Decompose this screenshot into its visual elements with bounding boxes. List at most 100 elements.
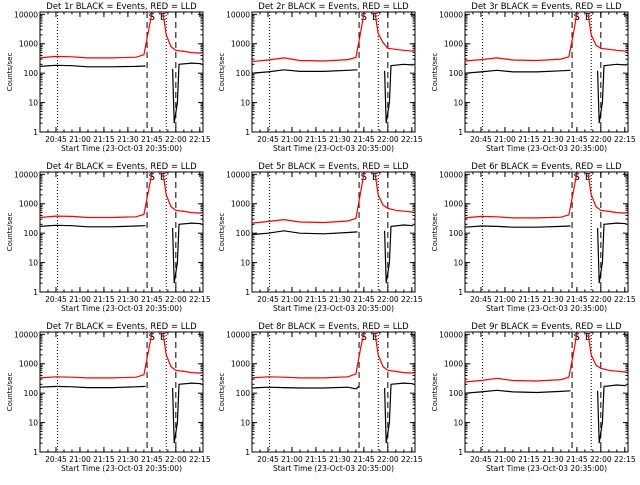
lld-series-line — [587, 173, 627, 214]
y-tick-label: 10 — [28, 99, 38, 108]
plot-frame — [464, 171, 629, 293]
y-axis-label: Counts/sec — [431, 53, 439, 92]
y-tick-label: 10000 — [439, 10, 463, 19]
y-tick-label: 1 — [458, 128, 463, 137]
x-tick-label: 21:45 — [353, 455, 375, 464]
y-tick-label: 10 — [240, 259, 250, 268]
x-axis-label: Start Time (23-Oct-03 20:35:00) — [61, 464, 182, 473]
events-series-line — [172, 222, 202, 284]
x-tick-label: 20:45 — [470, 135, 492, 144]
y-axis-label: Counts/sec — [218, 53, 226, 92]
y-axis-label: Counts/sec — [431, 373, 439, 412]
x-axis-label: Start Time (23-Oct-03 20:35:00) — [273, 304, 394, 313]
y-axis-label: Counts/sec — [6, 373, 14, 412]
x-tick-label: 20:45 — [45, 135, 67, 144]
lld-series-line — [464, 172, 578, 219]
plot-frame — [39, 171, 204, 293]
x-tick-label: 21:15 — [93, 135, 115, 144]
x-tick-label: 21:30 — [542, 295, 564, 304]
x-tick-label: 21:45 — [566, 135, 588, 144]
x-tick-label: 21:30 — [117, 455, 139, 464]
y-tick-label: 10 — [453, 99, 463, 108]
y-axis-label: Counts/sec — [218, 373, 226, 412]
x-tick-label: 22:00 — [377, 295, 399, 304]
lld-series-line — [39, 12, 153, 59]
marker-s: S — [574, 332, 580, 343]
panel-title: Det 8r BLACK = Events, RED = LLD — [258, 322, 409, 332]
marker-s: S — [361, 12, 367, 23]
x-tick-label: 21:00 — [494, 135, 516, 144]
events-series-line — [251, 230, 358, 236]
x-axis-label: Start Time (23-Oct-03 20:35:00) — [486, 144, 607, 153]
plot-frame — [39, 11, 204, 133]
x-tick-label: 21:00 — [281, 295, 303, 304]
y-tick-label: 100 — [24, 389, 39, 398]
y-tick-label: 100 — [236, 229, 251, 238]
x-tick-label: 22:00 — [165, 135, 187, 144]
events-series-line — [39, 64, 146, 68]
x-tick-label: 20:45 — [45, 295, 67, 304]
x-tick-label: 21:00 — [281, 135, 303, 144]
y-tick-label: 100 — [236, 69, 251, 78]
y-tick-label: 1 — [245, 288, 250, 297]
lld-series-line — [464, 12, 578, 62]
chart-panel-2: Det 2r BLACK = Events, RED = LLD 1 10 100 10… — [218, 2, 423, 153]
x-tick-label: 22:15 — [614, 135, 636, 144]
y-tick-label: 10000 — [14, 10, 38, 19]
x-tick-label: 21:15 — [93, 455, 115, 464]
y-tick-label: 10 — [28, 419, 38, 428]
y-axis-label: Counts/sec — [6, 213, 14, 252]
x-tick-label: 21:00 — [69, 455, 91, 464]
lld-series-line — [374, 333, 414, 374]
y-tick-label: 10000 — [226, 170, 250, 179]
panel-title: Det 2r BLACK = Events, RED = LLD — [258, 2, 409, 12]
x-tick-label: 22:15 — [614, 455, 636, 464]
events-series-line — [384, 224, 414, 284]
chart-panel-7: Det 7r BLACK = Events, RED = LLD 1 10 100 10… — [6, 322, 211, 473]
y-axis-label: Counts/sec — [218, 213, 226, 252]
lld-series-line — [374, 173, 414, 213]
panel-title: Det 9r BLACK = Events, RED = LLD — [471, 322, 622, 332]
y-tick-label: 1 — [33, 128, 38, 137]
x-tick-label: 21:15 — [518, 295, 540, 304]
y-tick-label: 10 — [240, 99, 250, 108]
x-tick-label: 21:45 — [566, 455, 588, 464]
x-tick-label: 22:15 — [401, 455, 423, 464]
x-tick-label: 21:00 — [494, 295, 516, 304]
events-series-line — [384, 63, 414, 124]
plot-frame — [464, 331, 629, 453]
events-series-line — [597, 63, 627, 124]
panel-title: Det 3r BLACK = Events, RED = LLD — [471, 2, 622, 12]
x-tick-label: 21:15 — [305, 135, 327, 144]
plot-frame — [251, 331, 416, 453]
x-tick-label: 22:15 — [401, 295, 423, 304]
x-axis-label: Start Time (23-Oct-03 20:35:00) — [61, 304, 182, 313]
events-series-line — [172, 382, 202, 444]
x-tick-label: 21:15 — [305, 455, 327, 464]
y-tick-label: 1000 — [231, 40, 250, 49]
x-tick-label: 21:45 — [141, 295, 163, 304]
y-tick-label: 1000 — [444, 40, 463, 49]
y-tick-label: 1 — [245, 448, 250, 457]
x-tick-label: 22:00 — [165, 295, 187, 304]
chart-panel-4: Det 4r BLACK = Events, RED = LLD 1 10 100 10… — [6, 162, 211, 313]
x-tick-label: 21:15 — [518, 455, 540, 464]
x-tick-label: 21:30 — [329, 295, 351, 304]
x-axis-label: Start Time (23-Oct-03 20:35:00) — [486, 464, 607, 473]
chart-panel-5: Det 5r BLACK = Events, RED = LLD 1 10 100 10… — [218, 162, 423, 313]
x-axis-label: Start Time (23-Oct-03 20:35:00) — [273, 144, 394, 153]
x-axis-label: Start Time (23-Oct-03 20:35:00) — [486, 304, 607, 313]
events-series-line — [251, 69, 358, 74]
lld-series-line — [464, 332, 578, 383]
y-tick-label: 100 — [24, 229, 39, 238]
x-tick-label: 21:45 — [353, 135, 375, 144]
x-tick-label: 20:45 — [45, 455, 67, 464]
y-tick-label: 10000 — [14, 330, 38, 339]
x-tick-label: 22:00 — [377, 135, 399, 144]
y-tick-label: 1000 — [19, 40, 38, 49]
x-tick-label: 21:30 — [542, 455, 564, 464]
y-tick-label: 10 — [28, 259, 38, 268]
panel-title: Det 5r BLACK = Events, RED = LLD — [258, 162, 409, 172]
marker-s: S — [574, 12, 580, 23]
